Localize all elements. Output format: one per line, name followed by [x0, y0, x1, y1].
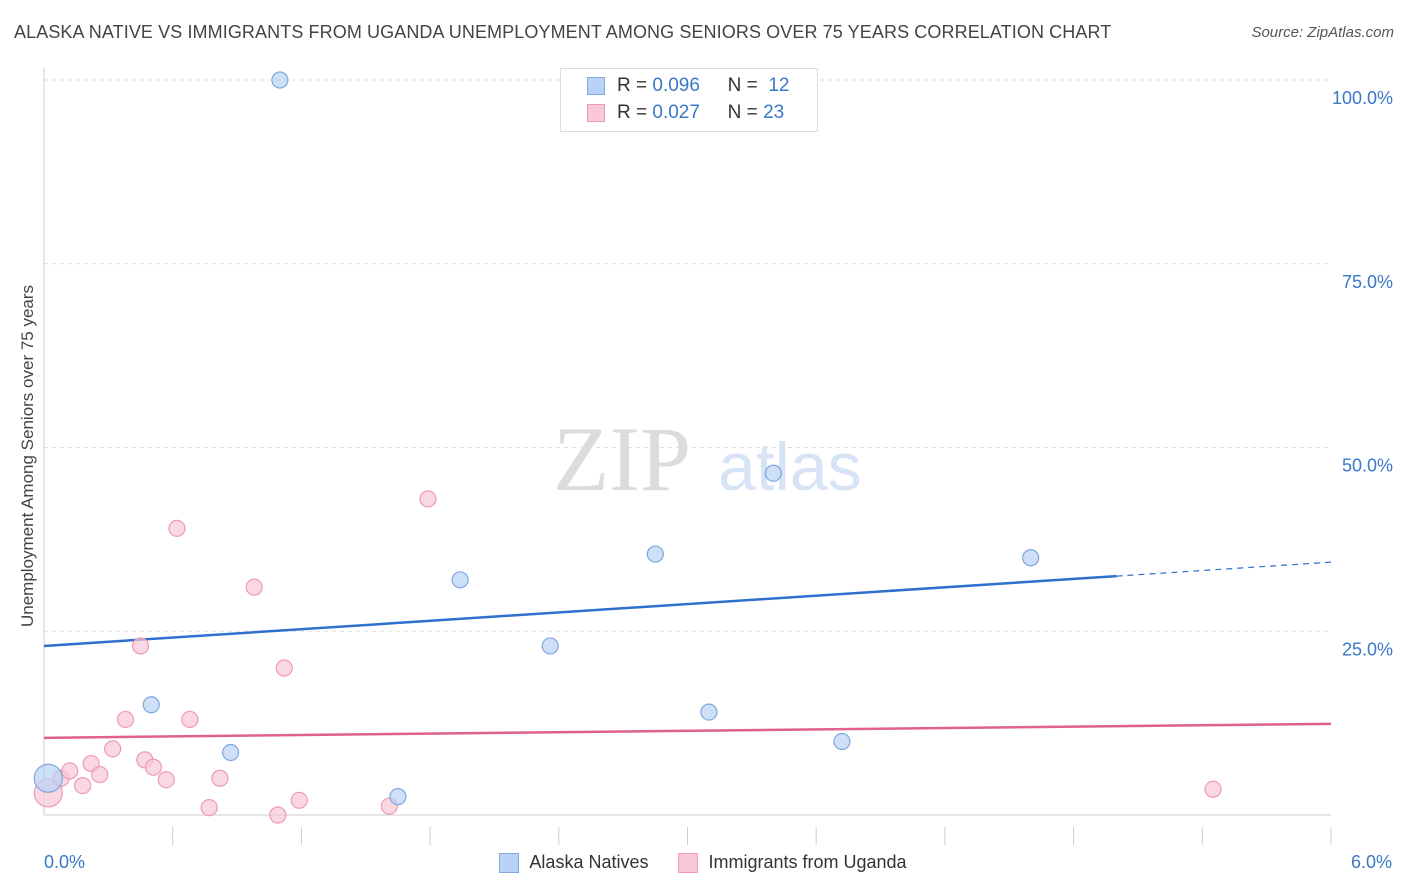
uganda-point — [157, 771, 175, 789]
alaska-point — [764, 464, 782, 482]
uganda-point — [200, 799, 218, 817]
alaska-trend-extension — [1116, 561, 1332, 577]
stats-legend: R = 0.096 N = 12 R = 0.027 N = 23 — [560, 68, 818, 132]
uganda-point — [1204, 780, 1222, 798]
x-tick-max: 6.0% — [1350, 852, 1392, 872]
watermark-atlas: atlas — [718, 429, 862, 505]
uganda-point — [168, 519, 186, 537]
uganda-point — [104, 740, 122, 758]
r-label: R = — [617, 102, 648, 123]
uganda-point — [74, 776, 92, 795]
y-tick-label: 100.0% — [1332, 88, 1393, 108]
alaska-swatch — [587, 77, 605, 95]
n-value: 12 — [768, 75, 790, 96]
alaska-point — [389, 788, 407, 806]
uganda-legend-swatch — [678, 852, 699, 873]
uganda-swatch — [587, 104, 605, 122]
uganda-trend-line — [43, 722, 1332, 740]
legend-item-uganda[interactable]: Immigrants from Uganda — [678, 852, 907, 873]
alaska-trend-line — [43, 574, 1117, 648]
alaska-point — [646, 545, 664, 563]
alaska-point — [222, 743, 240, 762]
alaska-point — [1022, 549, 1040, 567]
uganda-point — [269, 806, 287, 824]
uganda-point — [245, 578, 263, 596]
x-tick-min: 0.0% — [44, 852, 86, 872]
uganda-point — [116, 710, 135, 729]
n-label: N = — [727, 75, 758, 96]
chart-title: ALASKA NATIVE VS IMMIGRANTS FROM UGANDA … — [14, 22, 1112, 42]
n-label: N = — [727, 102, 758, 123]
r-label: R = — [617, 75, 648, 96]
r-value: 0.096 — [652, 75, 700, 96]
alaska-point — [451, 571, 469, 589]
watermark: ZIP atlas — [553, 408, 862, 510]
uganda-point — [419, 490, 437, 508]
source-label: Source: ZipAtlas.com — [1251, 24, 1394, 41]
alaska-legend-swatch — [499, 852, 520, 873]
uganda-point — [211, 769, 229, 787]
uganda-point — [290, 791, 308, 809]
alaska-point — [541, 637, 559, 655]
alaska-point — [142, 696, 160, 714]
y-tick-label: 25.0% — [1342, 639, 1393, 659]
y-tick-label: 50.0% — [1342, 456, 1393, 476]
alaska-point — [700, 703, 718, 721]
uganda-point — [61, 762, 79, 780]
uganda-point — [91, 765, 109, 784]
r-value: 0.027 — [652, 102, 700, 123]
watermark-zip: ZIP — [553, 408, 691, 510]
legend-label-uganda: Immigrants from Uganda — [708, 852, 907, 872]
uganda-point — [131, 637, 150, 655]
stats-legend-row-uganda: R = 0.027 N = 23 — [587, 101, 784, 125]
n-value: 23 — [763, 102, 785, 123]
uganda-point — [181, 710, 199, 729]
y-tick-label: 75.0% — [1342, 272, 1393, 292]
legend-item-alaska[interactable]: Alaska Natives — [499, 852, 648, 873]
alaska-point — [271, 71, 289, 89]
stats-legend-row-alaska: R = 0.096 N = 12 — [587, 74, 789, 98]
legend-label-alaska: Alaska Natives — [529, 852, 649, 872]
uganda-point — [275, 659, 293, 677]
alaska-point — [33, 763, 63, 793]
uganda-point — [144, 758, 162, 776]
series-legend: Alaska Natives Immigrants from Uganda — [0, 852, 1406, 873]
alaska-point — [833, 732, 851, 751]
